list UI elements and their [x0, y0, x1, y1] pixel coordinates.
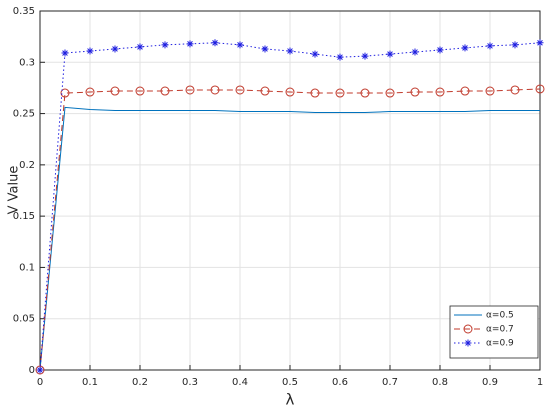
- marker: [160, 86, 170, 96]
- y-tick-label: 0.3: [19, 57, 35, 68]
- x-tick-label: 0.9: [482, 377, 498, 388]
- marker: [60, 88, 70, 98]
- y-axis-label: V Value: [7, 166, 22, 215]
- marker: [110, 86, 120, 96]
- marker: [235, 85, 245, 95]
- marker: [336, 53, 344, 61]
- marker: [35, 365, 45, 375]
- y-tick-label: 0: [29, 365, 35, 376]
- marker: [535, 84, 545, 94]
- marker: [536, 39, 544, 47]
- marker: [85, 87, 95, 97]
- marker: [210, 85, 220, 95]
- x-tick-label: 0.1: [82, 377, 98, 388]
- series-line: [39, 42, 541, 371]
- marker: [186, 40, 194, 48]
- marker: [36, 366, 44, 374]
- series-line: [39, 106, 540, 371]
- series-line: [39, 88, 541, 371]
- marker: [335, 88, 345, 98]
- marker: [135, 86, 145, 96]
- x-tick-label: 0.7: [382, 377, 398, 388]
- marker: [410, 87, 420, 97]
- marker: [285, 87, 295, 97]
- x-tick-label: 1: [537, 377, 543, 388]
- marker: [435, 87, 445, 97]
- y-tick-label: 0.2: [19, 160, 35, 171]
- y-tick-label: 0.1: [19, 262, 35, 273]
- x-tick-label: 0.4: [232, 377, 248, 388]
- marker: [185, 85, 195, 95]
- marker: [386, 50, 394, 58]
- x-tick-label: 0.6: [332, 377, 348, 388]
- marker: [360, 88, 370, 98]
- marker: [260, 86, 270, 96]
- marker: [286, 47, 294, 55]
- marker: [261, 45, 269, 53]
- x-tick-label: 0.5: [282, 377, 298, 388]
- legend-label: α=0.5: [486, 311, 514, 321]
- marker: [86, 47, 94, 55]
- marker: [461, 44, 469, 52]
- marker: [161, 41, 169, 49]
- marker: [111, 45, 119, 53]
- marker: [311, 50, 319, 58]
- x-tick-label: 0.8: [432, 377, 448, 388]
- marker: [485, 86, 495, 96]
- legend: α=0.5 α=0.7 α=0.9: [449, 305, 539, 359]
- legend-label: α=0.9: [486, 339, 514, 349]
- y-tick-label: 0.25: [13, 109, 35, 120]
- x-tick-label: 0: [37, 377, 43, 388]
- marker: [136, 43, 144, 51]
- legend-marker: [464, 339, 472, 347]
- marker: [361, 52, 369, 60]
- marker: [411, 48, 419, 56]
- marker: [211, 39, 219, 47]
- legend-marker: [463, 324, 473, 334]
- marker: [436, 46, 444, 54]
- marker: [486, 42, 494, 50]
- marker: [310, 88, 320, 98]
- marker: [385, 88, 395, 98]
- plot-frame: [39, 10, 541, 371]
- y-tick-label: 0.35: [13, 6, 35, 17]
- marker: [236, 41, 244, 49]
- marker: [61, 49, 69, 57]
- y-tick-label: 0.15: [13, 211, 35, 222]
- x-axis-label: λ: [286, 391, 295, 409]
- x-tick-label: 0.2: [132, 377, 148, 388]
- marker: [510, 85, 520, 95]
- x-tick-label: 0.3: [182, 377, 198, 388]
- marker: [511, 41, 519, 49]
- legend-label: α=0.7: [486, 325, 514, 335]
- marker: [460, 86, 470, 96]
- y-tick-label: 0.05: [13, 314, 35, 325]
